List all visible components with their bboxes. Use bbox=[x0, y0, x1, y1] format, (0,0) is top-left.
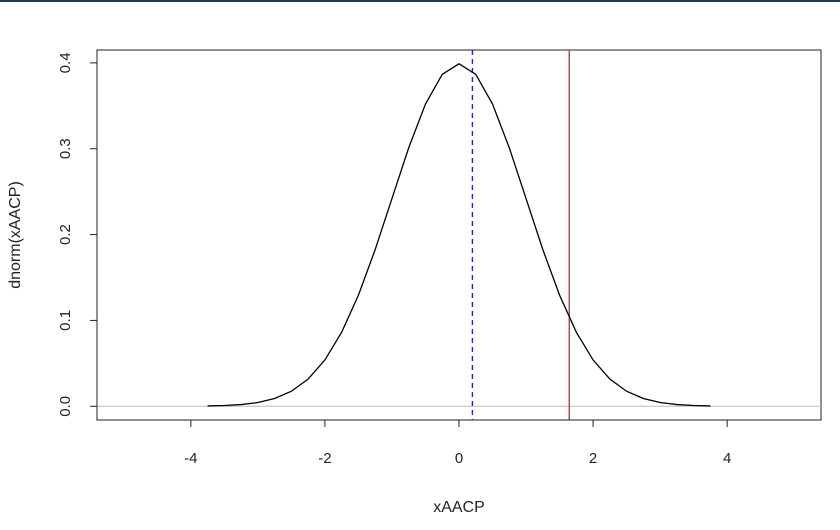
plot-frame bbox=[96, 49, 822, 421]
y-tick-label: 0.4 bbox=[57, 52, 74, 73]
y-tick-label: 0.3 bbox=[57, 138, 74, 159]
y-tick-label: 0.1 bbox=[57, 310, 74, 331]
x-tick-label: 4 bbox=[723, 450, 731, 467]
y-axis: 0.0 0.1 0.2 0.3 0.4 bbox=[57, 52, 98, 417]
y-axis-title: dnorm(xAACP) bbox=[7, 181, 24, 289]
x-axis-title: xAACP bbox=[433, 499, 485, 516]
x-tick-label: -4 bbox=[184, 450, 197, 467]
window-top-border bbox=[0, 0, 840, 2]
y-tick-label: 0.2 bbox=[57, 224, 74, 245]
x-tick-label: 0 bbox=[455, 450, 463, 467]
density-curve-line bbox=[207, 63, 711, 407]
x-tick-label: -2 bbox=[318, 450, 331, 467]
y-tick-label: 0.0 bbox=[57, 396, 74, 417]
x-axis: -4 -2 0 2 4 bbox=[184, 419, 731, 467]
x-tick-label: 2 bbox=[589, 450, 597, 467]
